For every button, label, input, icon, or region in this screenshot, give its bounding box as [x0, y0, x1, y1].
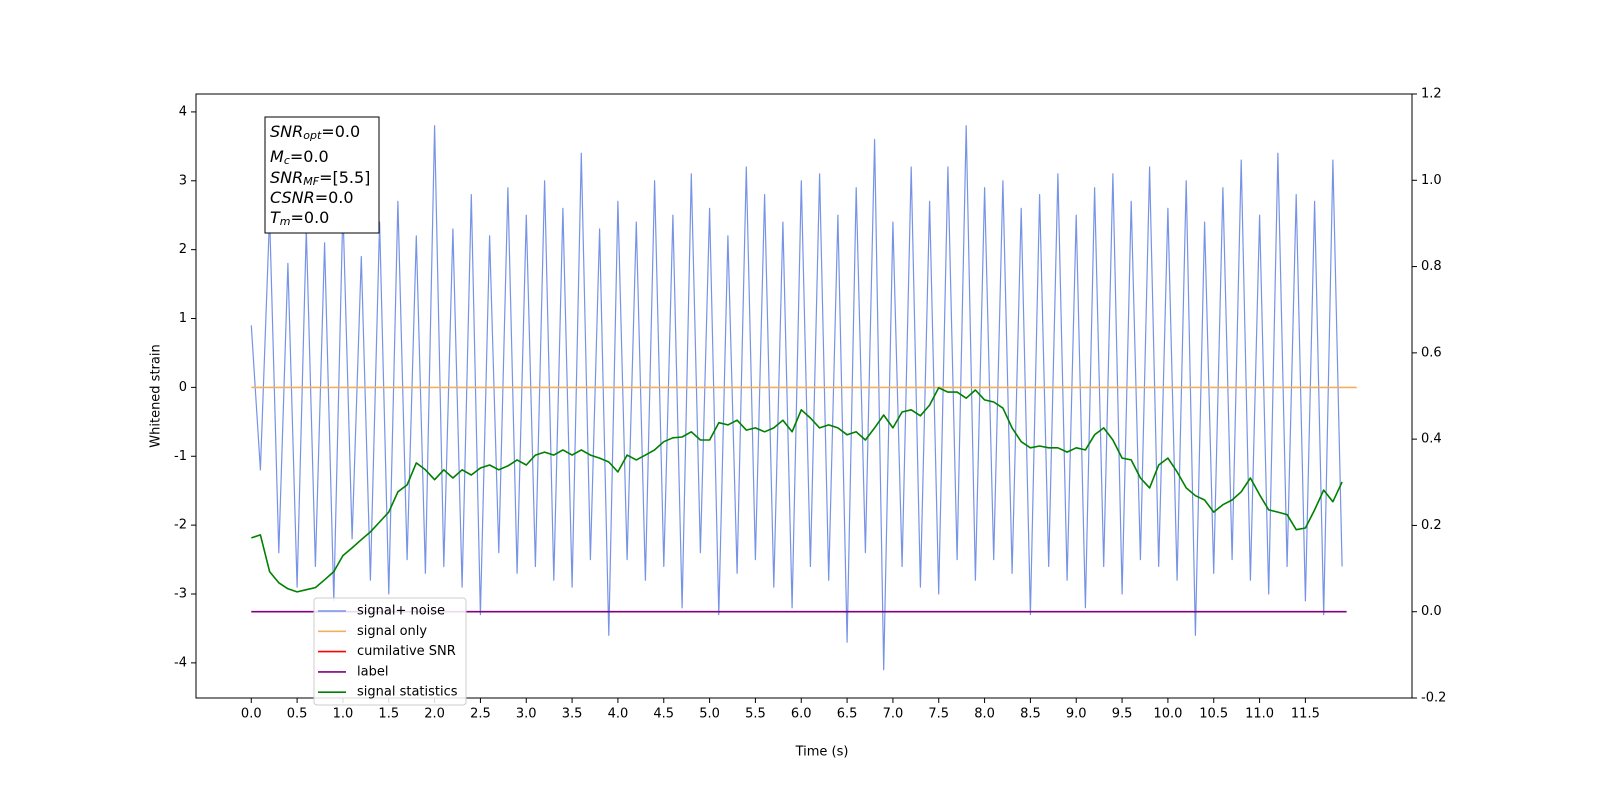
y-tick-label: 2	[179, 242, 187, 257]
y-tick-label: 3	[179, 173, 187, 188]
annotation-value: =0.0	[291, 208, 330, 227]
y2-tick-label: 1.0	[1421, 173, 1442, 188]
y-tick-label: -4	[174, 655, 187, 670]
legend-label: signal statistics	[357, 685, 458, 700]
x-tick-label: 2.0	[424, 707, 445, 722]
annotation-value: =0.0	[321, 122, 360, 141]
x-tick-label: 6.0	[791, 707, 812, 722]
series-line	[251, 387, 1343, 593]
x-tick-label: 6.5	[837, 707, 858, 722]
y2-tick-label: 0.6	[1421, 345, 1442, 360]
annotation-line: Mc=0.0	[270, 147, 329, 168]
x-tick-label: 3.0	[516, 707, 537, 722]
annotation-subscript: c	[284, 154, 290, 167]
x-tick-label: 10.5	[1199, 707, 1228, 722]
x-tick-label: 1.0	[333, 707, 354, 722]
legend-label: signal+ noise	[357, 604, 445, 619]
plot-frame	[195, 93, 1413, 699]
annotation-box: SNRopt=0.0Mc=0.0SNRMF=[5.5]CSNR=0.0Tm=0.…	[264, 116, 380, 234]
y-axis-label: Whitened strain	[149, 344, 164, 447]
x-tick-label: 4.5	[653, 707, 674, 722]
legend-frame	[313, 597, 467, 706]
annotation-subscript: m	[280, 215, 291, 228]
legend-label: cumilative SNR	[357, 644, 456, 659]
x-axis-label: Time (s)	[795, 745, 849, 760]
y-tick-label: -1	[174, 449, 187, 464]
y2-tick-label: 0.8	[1421, 259, 1442, 274]
series-line	[250, 125, 1343, 671]
x-tick-label: 3.5	[562, 707, 583, 722]
annotation-value: =0.0	[290, 147, 329, 166]
y-tick-label: -3	[174, 587, 187, 602]
x-tick-label: 0.5	[287, 707, 308, 722]
y2-tick-label: -0.2	[1421, 691, 1446, 706]
y-tick-label: 1	[179, 311, 187, 326]
annotation-symbol: SNR	[270, 122, 303, 141]
annotation-value: =[5.5]	[319, 168, 370, 187]
y2-tick-label: 0.0	[1421, 604, 1442, 619]
x-tick-label: 1.5	[378, 707, 399, 722]
x-tick-label: 11.5	[1291, 707, 1320, 722]
annotation-subscript: MF	[303, 175, 319, 188]
x-tick-label: 7.0	[883, 707, 904, 722]
annotation-symbol: T	[270, 208, 281, 227]
y2-tick-label: 1.2	[1421, 87, 1442, 102]
y-tick-label: 0	[179, 380, 187, 395]
annotation-symbol: CSNR	[270, 188, 315, 207]
x-tick-label: 9.5	[1112, 707, 1133, 722]
annotation-value: =0.0	[315, 188, 354, 207]
legend-label: label	[357, 664, 388, 679]
x-tick-label: 10.0	[1153, 707, 1182, 722]
x-tick-label: 0.0	[241, 707, 262, 722]
y2-tick-label: 0.4	[1421, 432, 1442, 447]
annotation-symbol: M	[270, 147, 284, 166]
y2-tick-label: 0.2	[1421, 518, 1442, 533]
x-tick-label: 5.5	[745, 707, 766, 722]
y-tick-label: 4	[179, 104, 187, 119]
legend-label: signal only	[357, 624, 427, 639]
legend: signal+ noise signal only cumilative SNR la…	[313, 597, 467, 706]
annotation-line: CSNR=0.0	[270, 188, 354, 207]
x-tick-label: 5.0	[699, 707, 720, 722]
x-tick-label: 9.0	[1066, 707, 1087, 722]
x-tick-label: 7.5	[928, 707, 949, 722]
y-tick-label: -2	[174, 518, 187, 533]
x-tick-label: 4.0	[608, 707, 629, 722]
annotation-line: Tm=0.0	[270, 208, 329, 229]
annotation-subscript: opt	[303, 129, 322, 142]
x-tick-label: 11.0	[1245, 707, 1274, 722]
annotation-frame	[264, 116, 380, 234]
x-tick-label: 8.5	[1020, 707, 1041, 722]
annotation-symbol: SNR	[270, 168, 303, 187]
x-tick-label: 8.0	[974, 707, 995, 722]
annotation-line: SNRopt=0.0	[270, 122, 360, 143]
annotation-line: SNRMF=[5.5]	[270, 168, 370, 189]
x-tick-label: 2.5	[470, 707, 491, 722]
